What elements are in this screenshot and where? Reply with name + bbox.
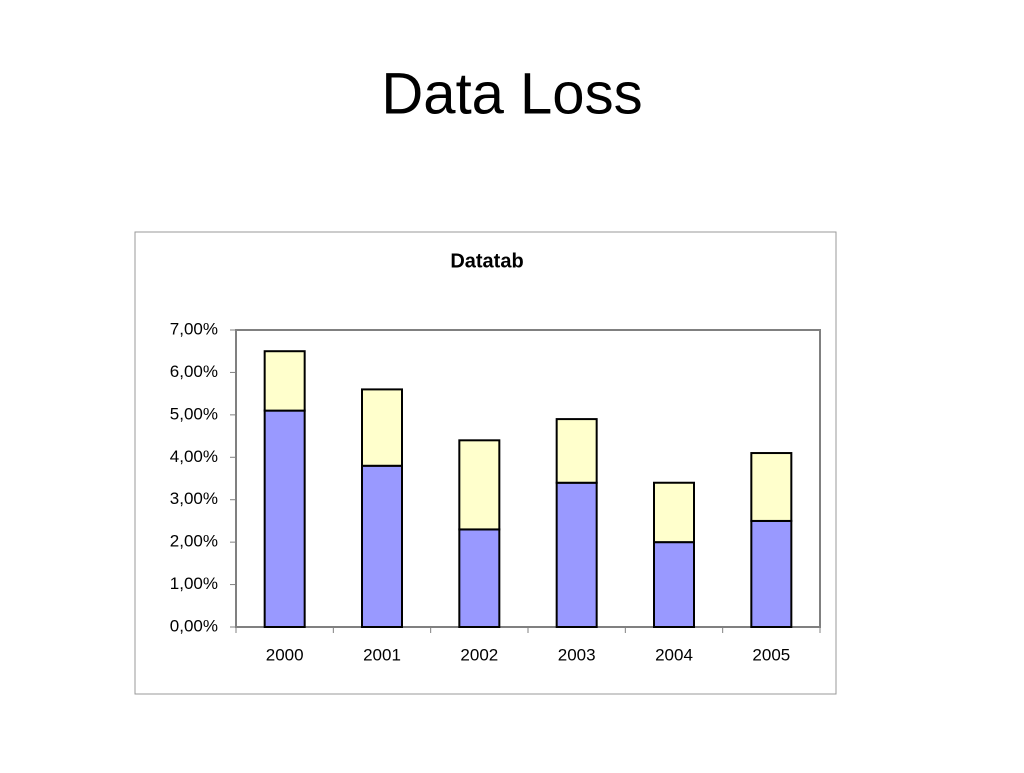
x-tick-label: 2005 <box>752 645 790 664</box>
y-tick-label: 5,00% <box>170 404 218 423</box>
bar-segment <box>458 528 501 629</box>
y-tick-label: 6,00% <box>170 362 218 381</box>
bar-segment <box>653 541 695 629</box>
plot-area <box>235 329 821 628</box>
x-tick-label: 2003 <box>558 645 596 664</box>
y-tick-label: 7,00% <box>170 319 218 338</box>
x-tick-label: 2001 <box>363 645 401 664</box>
slide-title: Data Loss <box>381 61 642 126</box>
y-tick-label: 3,00% <box>170 489 218 508</box>
x-tick-label: 2004 <box>655 645 693 664</box>
y-tick-label: 4,00% <box>170 447 218 466</box>
y-tick-label: 0,00% <box>170 616 218 635</box>
bar-segment <box>555 481 598 628</box>
bar-segment <box>653 481 695 544</box>
bar-segment <box>263 350 306 412</box>
bar-segment <box>458 439 501 531</box>
bar-segment <box>750 519 793 629</box>
chart-title: Datatab <box>450 250 523 272</box>
y-tick-label: 1,00% <box>170 574 218 593</box>
bar-segment <box>750 452 793 522</box>
x-tick-label: 2000 <box>266 645 304 664</box>
bar-segment <box>361 464 403 628</box>
bar-segment <box>555 418 598 484</box>
bar-segment <box>361 388 403 467</box>
x-tick-label: 2002 <box>460 645 498 664</box>
y-tick-label: 2,00% <box>170 532 218 551</box>
bar-segment <box>263 409 306 628</box>
